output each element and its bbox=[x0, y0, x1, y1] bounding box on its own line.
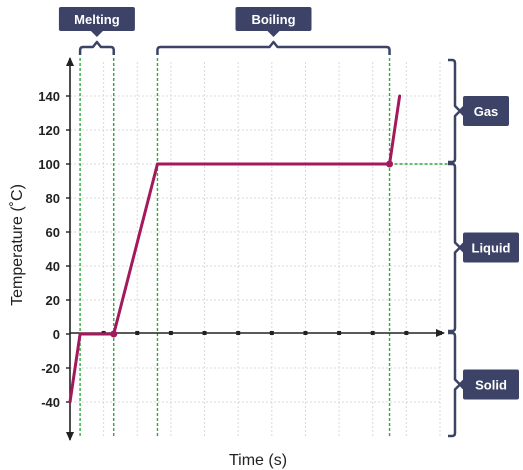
callout-liquid-box bbox=[463, 232, 519, 263]
x-tick-mark bbox=[370, 331, 375, 335]
x-tick-mark bbox=[202, 331, 207, 335]
y-axis-title: Temperature (˚C) bbox=[9, 184, 26, 306]
callout-gas-box bbox=[463, 96, 509, 126]
x-tick-mark bbox=[337, 331, 342, 335]
bracket-boiling bbox=[156, 40, 391, 55]
guide-lines bbox=[79, 58, 455, 436]
y-tick-label: 140 bbox=[38, 89, 60, 104]
y-axis-arrow-bottom bbox=[66, 432, 74, 441]
x-tick-mark bbox=[168, 331, 173, 335]
y-tick-label: -40 bbox=[41, 395, 60, 410]
callout-gas-label: Gas bbox=[474, 104, 499, 119]
series bbox=[68, 94, 402, 404]
callout-gas-pointer bbox=[458, 106, 463, 116]
phase-brackets: Melting Boiling Gas Liquid Solid bbox=[58, 7, 519, 438]
transition-point bbox=[386, 160, 394, 168]
callout-liquid-pointer bbox=[458, 242, 463, 253]
y-tick-label: 20 bbox=[46, 293, 60, 308]
y-tick-label: 60 bbox=[46, 225, 60, 240]
callout-boiling-pointer bbox=[267, 31, 280, 37]
x-tick-mark bbox=[303, 331, 308, 335]
callout-melting-pointer bbox=[90, 31, 103, 37]
x-tick-mark bbox=[269, 331, 274, 335]
y-tick-label: 80 bbox=[46, 191, 60, 206]
callout-melting-box bbox=[58, 7, 135, 31]
y-tick-label: 100 bbox=[38, 157, 60, 172]
transition-point bbox=[110, 330, 118, 338]
grid bbox=[70, 62, 441, 436]
y-tick-labels: -40 -20 0 20 40 60 80 100 120 140 bbox=[38, 89, 60, 410]
callout-solid-label: Solid bbox=[475, 378, 507, 393]
y-tick-label: 0 bbox=[53, 327, 60, 342]
x-axis-title: Time (s) bbox=[229, 452, 287, 469]
x-tick-mark bbox=[236, 331, 241, 335]
bracket-melting bbox=[78, 40, 115, 55]
callout-liquid-label: Liquid bbox=[472, 241, 511, 256]
y-axis-arrow-top bbox=[66, 57, 74, 66]
y-tick-label: 40 bbox=[46, 259, 60, 274]
callout-boiling-label: Boiling bbox=[251, 12, 295, 27]
callout-solid-box bbox=[463, 369, 519, 400]
x-tick-mark bbox=[135, 331, 140, 335]
y-tick-label: -20 bbox=[41, 361, 60, 376]
x-tick-mark bbox=[438, 331, 442, 335]
axes bbox=[66, 57, 445, 441]
callout-boiling-box bbox=[235, 7, 312, 31]
x-tick-mark bbox=[404, 331, 409, 335]
y-tick-label: 120 bbox=[38, 123, 60, 138]
temperature-line bbox=[68, 94, 402, 404]
callout-melting-label: Melting bbox=[74, 12, 120, 27]
callout-solid-pointer bbox=[458, 379, 463, 390]
